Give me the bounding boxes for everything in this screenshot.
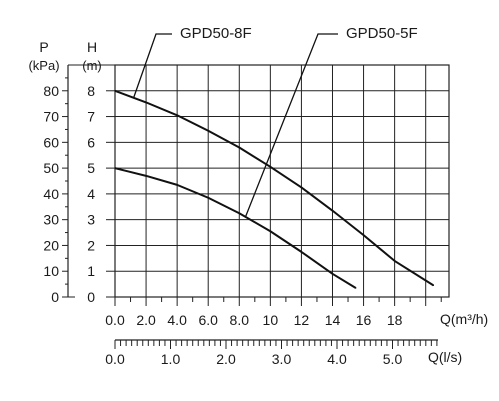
series-point [176, 184, 178, 186]
legend-label-gpd50-5f: GPD50-5F [346, 25, 418, 42]
q-m3h-tick-label: 16 [356, 312, 372, 328]
h-tick-label: 8 [87, 83, 95, 99]
q-ls-tick-label: 5.0 [383, 351, 403, 367]
p-tick-label: 0 [51, 289, 59, 305]
leader-line-gpd50-8f [133, 33, 172, 98]
p-tick-label: 20 [43, 237, 59, 253]
q-m3h-axis-label: Q(m³/h) [440, 311, 488, 327]
q-m3h-tick-label: 14 [325, 312, 341, 328]
h-axis-label: H [87, 39, 97, 55]
series-line-gpd50-5f [114, 167, 357, 289]
h-tick-label: 1 [87, 263, 95, 279]
series-point [432, 284, 435, 286]
q-m3h-tick-label: 18 [387, 312, 403, 328]
legend-callouts: GPD50-8F GPD50-5F [133, 25, 418, 218]
legend-label-gpd50-8f: GPD50-8F [180, 25, 252, 42]
series-point [355, 287, 357, 289]
series-point [362, 234, 365, 236]
h-tick-label: 4 [87, 186, 95, 202]
h-tick-label: 5 [87, 160, 95, 176]
series-point [176, 114, 178, 116]
p-axis-label: P [39, 39, 48, 55]
grid [114, 64, 450, 298]
q-m3h-tick-label: 12 [294, 312, 310, 328]
series-point [269, 230, 271, 232]
axis-labels: P (kPa) H (m) Q(m³/h) Q(l/s) [28, 39, 488, 365]
p-tick-label: 30 [43, 212, 59, 228]
series-layer [114, 89, 435, 289]
series-point [300, 186, 303, 189]
p-axis-unit: (kPa) [28, 58, 59, 73]
series-point [331, 210, 334, 212]
plot-frame [114, 64, 450, 298]
h-tick-label: 6 [87, 134, 95, 150]
q-m3h-tick-label: 0.0 [105, 312, 125, 328]
series-point [394, 260, 396, 262]
q-ls-tick-label: 4.0 [327, 351, 347, 367]
h-tick-label: 2 [87, 237, 95, 253]
series-point [145, 101, 147, 103]
p-tick-label: 10 [43, 263, 59, 279]
leader-line-gpd50-5f [244, 33, 338, 218]
p-tick-label: 40 [43, 186, 59, 202]
series-point [238, 212, 240, 214]
series-point [207, 130, 209, 132]
p-tick-label: 80 [43, 83, 59, 99]
q-ls-tick-label: 1.0 [161, 351, 181, 367]
series-point [238, 146, 240, 149]
h-tick-label: 3 [87, 212, 95, 228]
p-tick-label: 60 [43, 134, 59, 150]
series-point [300, 251, 303, 253]
series-point [114, 167, 116, 169]
q-m3h-tick-label: 8.0 [230, 312, 250, 328]
series-point [269, 166, 271, 168]
q-ls-tick-label: 0.0 [105, 351, 125, 367]
h-tick-label: 0 [87, 289, 95, 305]
series-point [207, 197, 209, 199]
q-ls-tick-label: 2.0 [216, 351, 236, 367]
q-ls-tick-label: 3.0 [272, 351, 292, 367]
q-m3h-tick-label: 4.0 [167, 312, 187, 328]
q-ls-axis-label: Q(l/s) [428, 349, 462, 365]
h-tick-label: 7 [87, 109, 95, 125]
q-m3h-tick-label: 10 [263, 312, 279, 328]
q-m3h-tick-label: 2.0 [136, 312, 156, 328]
p-tick-label: 50 [43, 160, 59, 176]
series-point [331, 273, 334, 275]
series-point [145, 175, 147, 177]
h-axis-unit: (m) [82, 58, 102, 73]
series-point [114, 90, 116, 92]
q-m3h-tick-label: 6.0 [198, 312, 218, 328]
p-tick-label: 70 [43, 109, 59, 125]
series-line-gpd50-8f [114, 89, 434, 287]
